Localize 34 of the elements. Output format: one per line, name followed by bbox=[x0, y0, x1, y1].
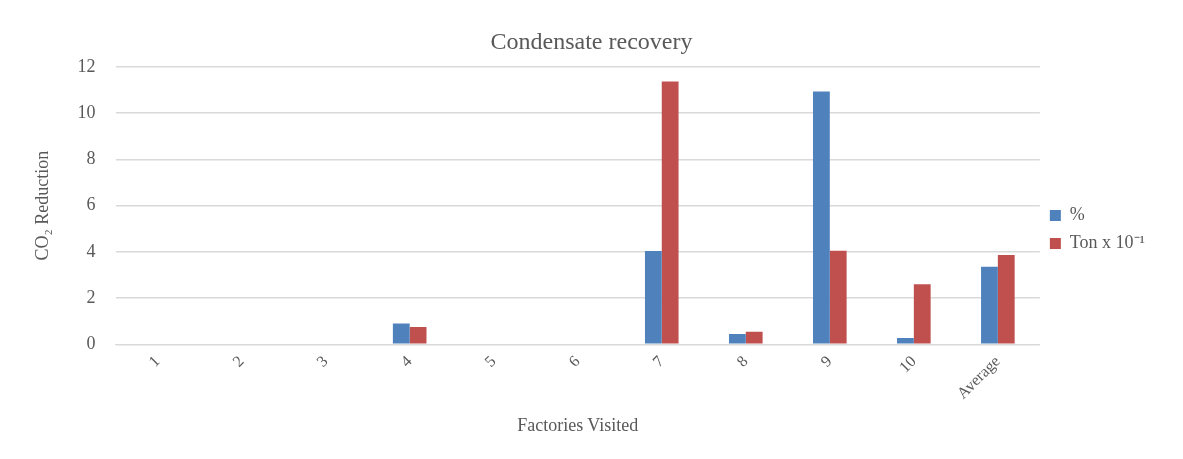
x-tick-label: 4 bbox=[397, 352, 415, 370]
bar bbox=[829, 250, 847, 344]
y-tick-label: 8 bbox=[86, 148, 96, 169]
x-tick-label: 10 bbox=[895, 352, 919, 376]
bar bbox=[745, 331, 763, 344]
bar bbox=[409, 327, 427, 344]
x-tick-label: 8 bbox=[733, 352, 751, 370]
bar bbox=[661, 81, 679, 344]
bar bbox=[644, 250, 662, 344]
x-tick-label: 1 bbox=[145, 352, 163, 370]
y-tick-label: 10 bbox=[77, 101, 96, 122]
y-tick-label: 4 bbox=[86, 240, 96, 261]
x-tick-label: 3 bbox=[313, 352, 331, 370]
y-tick-label: 0 bbox=[86, 333, 96, 354]
bar bbox=[997, 255, 1015, 344]
bar bbox=[392, 323, 410, 344]
x-tick-label: 9 bbox=[817, 352, 835, 370]
x-tick-label: 7 bbox=[649, 352, 667, 370]
y-tick-label: 12 bbox=[77, 55, 96, 76]
bar bbox=[913, 284, 931, 344]
bar bbox=[813, 91, 830, 344]
x-axis-title: Factories Visited bbox=[517, 414, 639, 435]
x-tick-label: 6 bbox=[565, 352, 583, 370]
bar bbox=[897, 338, 914, 344]
y-tick-label: 2 bbox=[86, 286, 96, 307]
x-tick-label: 2 bbox=[229, 352, 247, 370]
y-tick-label: 6 bbox=[86, 194, 96, 215]
x-tick-label: 5 bbox=[481, 352, 499, 370]
bar bbox=[981, 266, 998, 344]
legend-label: % bbox=[1069, 204, 1085, 225]
bar bbox=[728, 333, 746, 344]
legend-label: Ton x 10⁻¹ bbox=[1069, 232, 1146, 253]
chart-title: Condensate recovery bbox=[490, 27, 693, 54]
y-axis-title: CO₂ Reduction bbox=[31, 150, 52, 261]
